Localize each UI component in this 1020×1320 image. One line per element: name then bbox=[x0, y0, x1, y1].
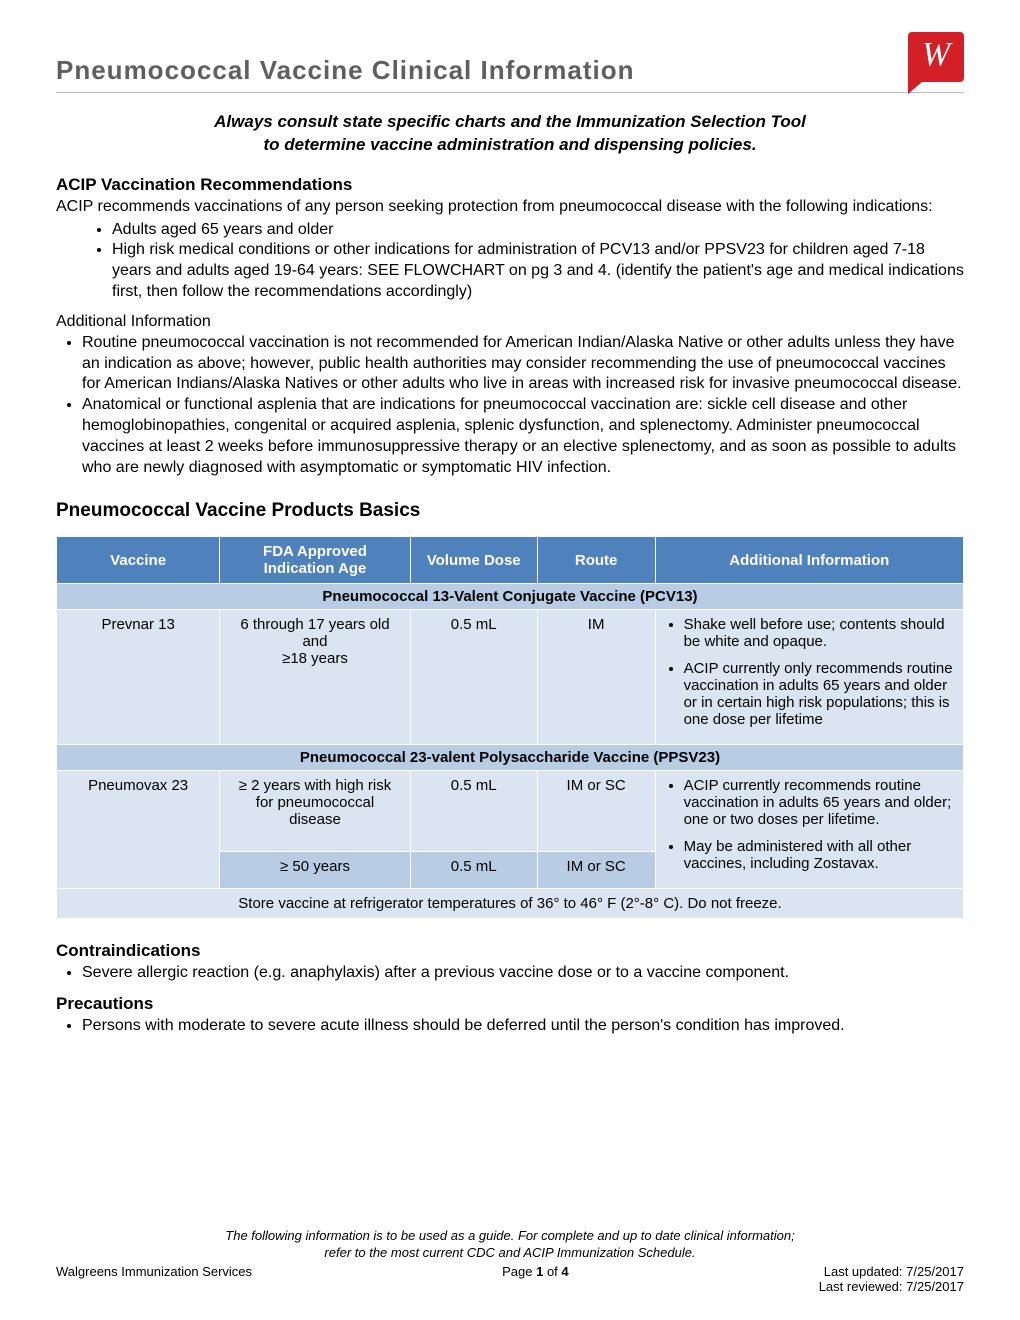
age-line: and bbox=[302, 633, 327, 650]
page-of: of bbox=[543, 1264, 561, 1279]
cell-route: IM or SC bbox=[537, 851, 655, 889]
document-page: Pneumococcal Vaccine Clinical Informatio… bbox=[0, 0, 1020, 1320]
col-volume: Volume Dose bbox=[410, 537, 537, 584]
header: Pneumococcal Vaccine Clinical Informatio… bbox=[56, 32, 964, 93]
products-heading: Pneumococcal Vaccine Products Basics bbox=[56, 500, 964, 522]
col-route: Route bbox=[537, 537, 655, 584]
list-item: Anatomical or functional asplenia that a… bbox=[82, 395, 964, 478]
cell-info: Shake well before use; contents should b… bbox=[655, 610, 963, 745]
cell-age: ≥ 50 years bbox=[220, 851, 410, 889]
cell-vaccine: Pneumovax 23 bbox=[57, 771, 220, 889]
cell-route: IM or SC bbox=[537, 771, 655, 851]
table-header-row: Vaccine FDA Approved Indication Age Volu… bbox=[57, 537, 964, 584]
info-item: ACIP currently recommends routine vaccin… bbox=[684, 777, 953, 828]
list-item: Adults aged 65 years and older bbox=[112, 220, 964, 241]
policy-notice: Always consult state specific charts and… bbox=[56, 111, 964, 157]
list-item: Persons with moderate to severe acute il… bbox=[82, 1016, 964, 1037]
additional-info-list: Routine pneumococcal vaccination is not … bbox=[56, 333, 964, 479]
cell-volume: 0.5 mL bbox=[410, 771, 537, 851]
footer-left: Walgreens Immunization Services bbox=[56, 1264, 252, 1294]
info-item: May be administered with all other vacci… bbox=[684, 838, 953, 872]
precautions-list: Persons with moderate to severe acute il… bbox=[56, 1016, 964, 1037]
acip-intro: ACIP recommends vaccinations of any pers… bbox=[56, 197, 964, 218]
storage-row: Store vaccine at refrigerator temperatur… bbox=[57, 889, 964, 919]
pcv13-subheader: Pneumococcal 13-Valent Conjugate Vaccine… bbox=[57, 584, 964, 610]
page-footer: The following information is to be used … bbox=[56, 1227, 964, 1294]
cell-vaccine: Prevnar 13 bbox=[57, 610, 220, 745]
info-item: ACIP currently only recommends routine v… bbox=[684, 660, 953, 728]
last-updated: Last updated: 7/25/2017 bbox=[819, 1264, 964, 1279]
subheader-label: Pneumococcal 13-Valent Conjugate Vaccine… bbox=[57, 584, 964, 610]
acip-indications-list: Adults aged 65 years and older High risk… bbox=[56, 220, 964, 303]
page-total: 4 bbox=[561, 1264, 568, 1279]
info-item: Shake well before use; contents should b… bbox=[684, 616, 953, 650]
vaccine-products-table: Vaccine FDA Approved Indication Age Volu… bbox=[56, 536, 964, 919]
subheader-label: Pneumococcal 23-valent Polysaccharide Va… bbox=[57, 745, 964, 771]
policy-notice-line1: Always consult state specific charts and… bbox=[214, 112, 806, 131]
footer-center: Page 1 of 4 bbox=[502, 1264, 569, 1294]
cell-info: ACIP currently recommends routine vaccin… bbox=[655, 771, 963, 889]
table-row: Prevnar 13 6 through 17 years old and ≥1… bbox=[57, 610, 964, 745]
list-item: High risk medical conditions or other in… bbox=[112, 240, 964, 302]
footer-right: Last updated: 7/25/2017 Last reviewed: 7… bbox=[819, 1264, 964, 1294]
col-vaccine: Vaccine bbox=[57, 537, 220, 584]
cell-volume: 0.5 mL bbox=[410, 851, 537, 889]
footer-guide-line: refer to the most current CDC and ACIP I… bbox=[324, 1245, 695, 1260]
contraindications-list: Severe allergic reaction (e.g. anaphylax… bbox=[56, 963, 964, 984]
contraindications-heading: Contraindications bbox=[56, 941, 964, 961]
footer-guide: The following information is to be used … bbox=[56, 1227, 964, 1262]
acip-heading: ACIP Vaccination Recommendations bbox=[56, 175, 964, 195]
list-item: Severe allergic reaction (e.g. anaphylax… bbox=[82, 963, 964, 984]
storage-text: Store vaccine at refrigerator temperatur… bbox=[57, 889, 964, 919]
last-reviewed: Last reviewed: 7/25/2017 bbox=[819, 1279, 964, 1294]
precautions-heading: Precautions bbox=[56, 994, 964, 1014]
cell-route: IM bbox=[537, 610, 655, 745]
age-line: ≥18 years bbox=[282, 650, 348, 667]
page-title: Pneumococcal Vaccine Clinical Informatio… bbox=[56, 55, 635, 86]
logo-letter: W bbox=[922, 36, 950, 74]
walgreens-logo: W bbox=[908, 32, 964, 88]
col-info: Additional Information bbox=[655, 537, 963, 584]
list-item: Routine pneumococcal vaccination is not … bbox=[82, 333, 964, 395]
col-age: FDA Approved Indication Age bbox=[220, 537, 410, 584]
cell-age: 6 through 17 years old and ≥18 years bbox=[220, 610, 410, 745]
policy-notice-line2: to determine vaccine administration and … bbox=[263, 135, 756, 154]
additional-info-label: Additional Information bbox=[56, 313, 964, 331]
page-label: Page bbox=[502, 1264, 536, 1279]
table-row: Pneumovax 23 ≥ 2 years with high risk fo… bbox=[57, 771, 964, 851]
cell-age: ≥ 2 years with high risk for pneumococca… bbox=[220, 771, 410, 851]
footer-guide-line: The following information is to be used … bbox=[225, 1228, 794, 1243]
cell-volume: 0.5 mL bbox=[410, 610, 537, 745]
age-line: 6 through 17 years old bbox=[240, 616, 389, 633]
ppsv23-subheader: Pneumococcal 23-valent Polysaccharide Va… bbox=[57, 745, 964, 771]
